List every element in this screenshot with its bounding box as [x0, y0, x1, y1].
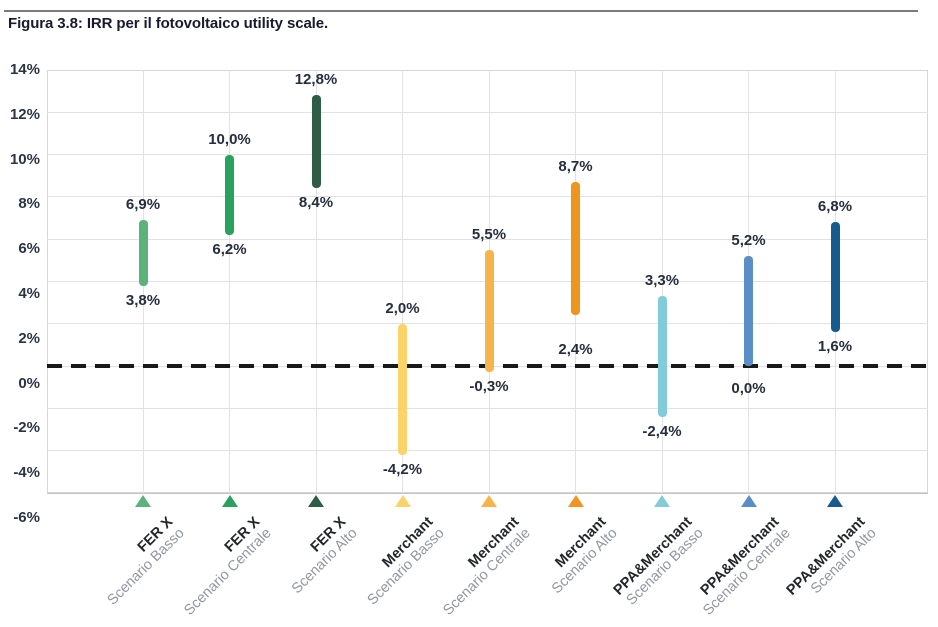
bar-low-label: 0,0%: [731, 380, 766, 398]
bar-high-label: 2,0%: [385, 299, 420, 317]
v-gridline: [402, 70, 403, 493]
h-gridline: [47, 154, 928, 156]
y-axis-label: 8%: [18, 195, 40, 213]
y-axis-label: 6%: [18, 240, 40, 258]
bar-low-label: 3,8%: [125, 291, 161, 309]
category-marker-triangle: [654, 495, 670, 507]
title-rule: [4, 10, 918, 12]
category-marker-triangle: [481, 495, 497, 507]
bar-high-label: 5,2%: [731, 232, 766, 250]
bar-low-label: 8,4%: [298, 194, 334, 212]
category-marker-triangle: [567, 495, 584, 507]
bar-high-label: 3,3%: [644, 272, 680, 290]
v-gridline: [229, 70, 230, 493]
bar-high-label: 8,7%: [558, 158, 593, 176]
bar-high-label: 12,8%: [294, 71, 338, 89]
y-axis-label: -6%: [13, 509, 40, 526]
y-axis-label: -2%: [13, 419, 40, 437]
bar-range: [744, 256, 753, 367]
bar-high-label: 6,9%: [125, 196, 161, 214]
bar-low-label: -4,2%: [382, 460, 423, 478]
h-gridline: [47, 407, 928, 409]
bar-high-label: 5,5%: [471, 225, 507, 243]
y-axis-label: 12%: [9, 105, 40, 123]
y-axis-label: -4%: [13, 464, 40, 482]
bar-range: [657, 296, 667, 417]
bar-high-label: 6,8%: [817, 198, 853, 216]
y-axis-label: 14%: [9, 61, 40, 78]
v-gridline: [315, 70, 317, 493]
h-gridline: [47, 111, 928, 113]
bar-low-label: -0,3%: [469, 378, 509, 396]
v-gridline: [661, 70, 663, 493]
x-axis-line: [47, 493, 928, 494]
bar-low-label: 6,2%: [212, 240, 247, 258]
bar-low-label: -2,4%: [642, 422, 682, 440]
y-axis-label: 4%: [18, 285, 40, 302]
bar-high-label: 10,0%: [208, 130, 251, 148]
h-gridline: [47, 196, 928, 198]
figure-title: Figura 3.8: IRR per il fotovoltaico util…: [8, 15, 329, 32]
bar-low-label: 2,4%: [558, 341, 593, 359]
y-axis-label: 0%: [18, 374, 40, 392]
category-marker-triangle: [221, 495, 238, 507]
h-gridline: [47, 450, 928, 452]
category-marker-triangle: [740, 495, 757, 507]
bar-range: [484, 249, 494, 373]
bar-range: [138, 220, 148, 286]
category-marker-triangle: [394, 495, 411, 507]
bar-range: [311, 95, 321, 189]
category-marker-triangle: [135, 495, 151, 507]
y-axis-label: 10%: [9, 150, 40, 168]
bar-range: [225, 154, 234, 235]
bar-range: [398, 323, 407, 455]
category-marker-triangle: [308, 495, 324, 507]
bar-range: [571, 182, 580, 316]
category-marker-triangle: [827, 495, 843, 507]
bar-low-label: 1,6%: [817, 338, 853, 356]
bar-range: [830, 222, 840, 333]
h-gridline: [47, 238, 928, 240]
y-axis-label: 2%: [18, 329, 40, 347]
